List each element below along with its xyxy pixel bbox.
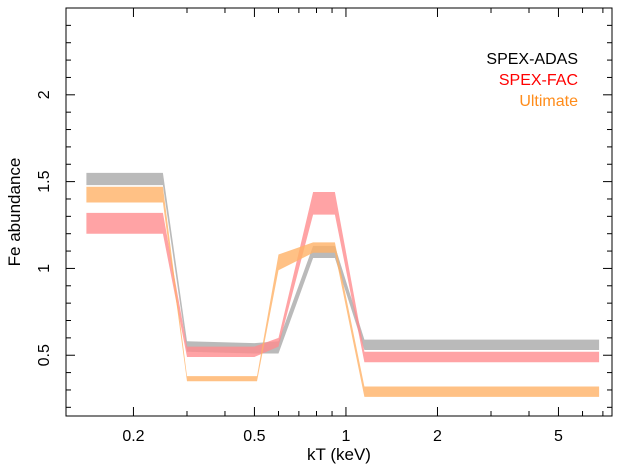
y-axis-label: Fe abundance	[5, 158, 24, 267]
legend-entry-ultimate: Ultimate	[519, 93, 578, 110]
x-axis-label: kT (keV)	[307, 445, 371, 464]
y-tick-label: 2	[36, 90, 53, 99]
y-axis: 0.5 1 1.5 2	[36, 24, 612, 408]
x-tick-label: 0.2	[122, 428, 144, 445]
legend-entry-spex-adas: SPEX-ADAS	[486, 51, 578, 68]
x-tick-label: 0.5	[243, 428, 265, 445]
x-tick-label: 1	[342, 428, 351, 445]
y-tick-label: 1.5	[36, 170, 53, 192]
x-axis: 0.2 0.5 1 2 5	[122, 8, 604, 445]
y-tick-label: 0.5	[36, 344, 53, 366]
x-tick-label: 5	[554, 428, 563, 445]
legend-entry-spex-fac: SPEX-FAC	[499, 72, 578, 89]
legend: SPEX-ADAS SPEX-FAC Ultimate	[486, 51, 578, 110]
y-tick-label: 1	[36, 264, 53, 273]
x-tick-label: 2	[433, 428, 442, 445]
plot-frame	[65, 7, 613, 417]
